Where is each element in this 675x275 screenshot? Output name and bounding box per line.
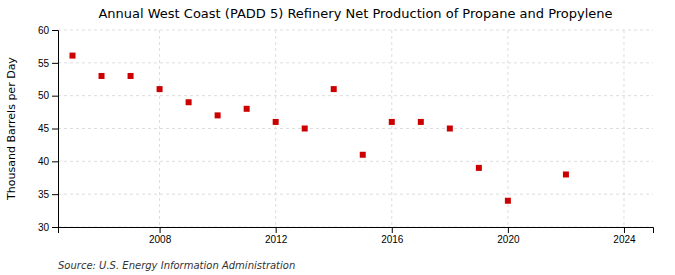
x-axis-line — [59, 228, 654, 234]
y-axis-tick-mark — [52, 161, 58, 162]
y-axis-title: Thousand Barrels per Day — [5, 57, 18, 201]
point — [157, 86, 163, 92]
y-axis-tick: 50 — [38, 90, 58, 101]
point — [360, 152, 366, 158]
point — [505, 198, 511, 204]
grid-line — [58, 194, 653, 195]
chart-svg: 2008 2012 2016 2020 2024 30 35 40 45 50 55 60 Annual… — [0, 0, 675, 275]
x-axis-tick-label: 2016 — [381, 234, 404, 245]
y-axis-line — [52, 31, 59, 228]
y-axis-tick-label: 50 — [38, 90, 50, 101]
point — [331, 86, 337, 92]
grid — [58, 30, 653, 227]
point — [244, 106, 250, 112]
y-axis-tick: 40 — [38, 156, 58, 167]
y-axis-tick-mark — [52, 227, 58, 228]
y-axis-tick: 35 — [38, 189, 58, 200]
marks — [70, 53, 569, 204]
point — [418, 119, 424, 125]
point — [215, 112, 221, 118]
point — [99, 73, 105, 79]
y-axis-tick-mark — [52, 30, 58, 31]
x-axis-tick: 2024 — [613, 227, 636, 245]
point — [447, 126, 453, 132]
x-axis-tick-mark — [624, 227, 625, 233]
point — [563, 171, 569, 177]
y-axis-tick-label: 40 — [38, 156, 50, 167]
y-axis-tick-mark — [52, 194, 58, 195]
y-axis-tick-mark — [52, 129, 58, 130]
point — [186, 99, 192, 105]
chart-container: 2008 2012 2016 2020 2024 30 35 40 45 50 55 60 Annual… — [0, 0, 675, 275]
y-axis-tick-label: 30 — [38, 222, 50, 233]
y-axis-tick-label: 55 — [38, 58, 50, 69]
x-axis-tick-label: 2008 — [149, 234, 172, 245]
x-axis-tick-mark — [508, 227, 509, 233]
grid-line — [58, 62, 653, 63]
y-axis: 30 35 40 45 50 55 60 — [38, 25, 59, 233]
point — [70, 53, 76, 59]
point — [273, 119, 279, 125]
grid-line — [391, 30, 392, 227]
annotation: Source: U.S. Energy Information Administ… — [58, 260, 295, 271]
x-axis-tick-label: 2012 — [265, 234, 288, 245]
x-axis-tick-mark — [392, 227, 393, 233]
x-axis-tick-mark — [276, 227, 277, 233]
x-axis-tick: 2016 — [381, 227, 404, 245]
y-axis-tick-label: 35 — [38, 189, 50, 200]
plot-area: 2008 2012 2016 2020 2024 30 35 40 45 50 55 60 — [38, 25, 654, 245]
y-axis-tick-mark — [52, 96, 58, 97]
y-axis-tick: 30 — [38, 222, 58, 233]
grid-line — [58, 128, 653, 129]
grid-line — [58, 95, 653, 96]
x-axis: 2008 2012 2016 2020 2024 — [59, 227, 654, 245]
y-axis-tick-label: 60 — [38, 25, 50, 36]
point — [302, 126, 308, 132]
x-axis-tick-mark — [160, 227, 161, 233]
x-axis-tick: 2020 — [497, 227, 520, 245]
y-axis-tick: 60 — [38, 25, 58, 36]
x-axis-tick: 2012 — [265, 227, 288, 245]
y-axis-tick-label: 45 — [38, 123, 50, 134]
x-axis-tick-label: 2020 — [497, 234, 520, 245]
y-axis-tick: 45 — [38, 123, 58, 134]
grid-line — [58, 161, 653, 162]
title: Annual West Coast (PADD 5) Refinery Net … — [98, 6, 612, 21]
point — [389, 119, 395, 125]
point — [476, 165, 482, 171]
y-axis-tick: 55 — [38, 58, 58, 69]
y-axis-tick-mark — [52, 63, 58, 64]
grid-line — [159, 30, 160, 227]
point — [128, 73, 134, 79]
x-axis-tick-label: 2024 — [613, 234, 636, 245]
grid-line — [58, 30, 653, 31]
x-axis-tick: 2008 — [149, 227, 172, 245]
